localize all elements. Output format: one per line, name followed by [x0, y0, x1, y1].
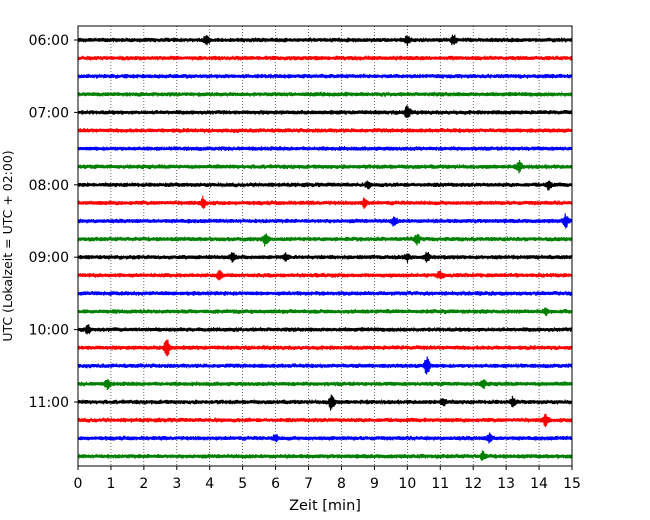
- trace-0700: [77, 105, 573, 118]
- x-tick-label: 4: [205, 476, 214, 492]
- x-tick-label: 10: [398, 476, 416, 492]
- x-tick-label: 6: [271, 476, 280, 492]
- x-tick-label: 12: [464, 476, 482, 492]
- trace-1130: [77, 432, 573, 444]
- trace-0945: [77, 307, 573, 317]
- y-ticks: 06:00 07:00 08:00 09:00 10:00 11:00: [29, 33, 78, 411]
- trace-0845: [77, 233, 573, 247]
- trace-0745: [77, 159, 573, 174]
- trace-0915: [77, 270, 573, 281]
- x-tick-label: 2: [139, 476, 148, 492]
- x-tick-label: 0: [74, 476, 83, 492]
- y-tick-label: 08:00: [29, 178, 69, 194]
- trace-1145: [77, 450, 573, 461]
- trace-0815: [77, 195, 573, 209]
- trace-0630: [77, 72, 573, 80]
- grid-layer: [110, 26, 540, 466]
- y-tick-label: 07:00: [29, 105, 69, 121]
- trace-0600: [77, 34, 573, 46]
- x-axis-label: Zeit [min]: [289, 498, 361, 514]
- x-tick-label: 11: [431, 476, 449, 492]
- trace-0730: [77, 145, 573, 152]
- y-tick-label: 09:00: [29, 250, 69, 266]
- trace-0930: [77, 290, 573, 297]
- x-tick-label: 8: [337, 476, 346, 492]
- x-tick-label: 3: [172, 476, 181, 492]
- trace-1115: [77, 413, 573, 428]
- x-tick-label: 1: [106, 476, 115, 492]
- axes-frame: [77, 25, 573, 467]
- trace-0900: [77, 251, 573, 263]
- y-tick-label: 06:00: [29, 33, 69, 49]
- x-tick-label: 9: [370, 476, 379, 492]
- trace-0830: [77, 213, 573, 229]
- trace-1100: [77, 394, 573, 411]
- trace-0715: [77, 127, 573, 134]
- x-tick-label: 7: [304, 476, 313, 492]
- x-ticks: 0 1 2 3 4 5 6 7 8 9 10 11 12 13 14 15: [74, 466, 581, 492]
- y-tick-label: 11:00: [29, 395, 69, 411]
- trace-1030: [77, 356, 573, 375]
- x-tick-label: 14: [530, 476, 548, 492]
- trace-0645: [77, 90, 573, 98]
- trace-layer: [77, 34, 573, 461]
- trace-0800: [77, 180, 573, 191]
- x-tick-label: 13: [497, 476, 515, 492]
- trace-0615: [77, 55, 573, 62]
- trace-1000: [77, 324, 573, 335]
- x-tick-label: 15: [563, 476, 581, 492]
- x-tick-label: 5: [238, 476, 247, 492]
- y-axis-label: UTC (Lokalzeit = UTC + 02:00): [0, 150, 15, 341]
- trace-1045: [77, 378, 573, 390]
- y-tick-label: 10:00: [29, 323, 69, 339]
- trace-1015: [77, 339, 573, 357]
